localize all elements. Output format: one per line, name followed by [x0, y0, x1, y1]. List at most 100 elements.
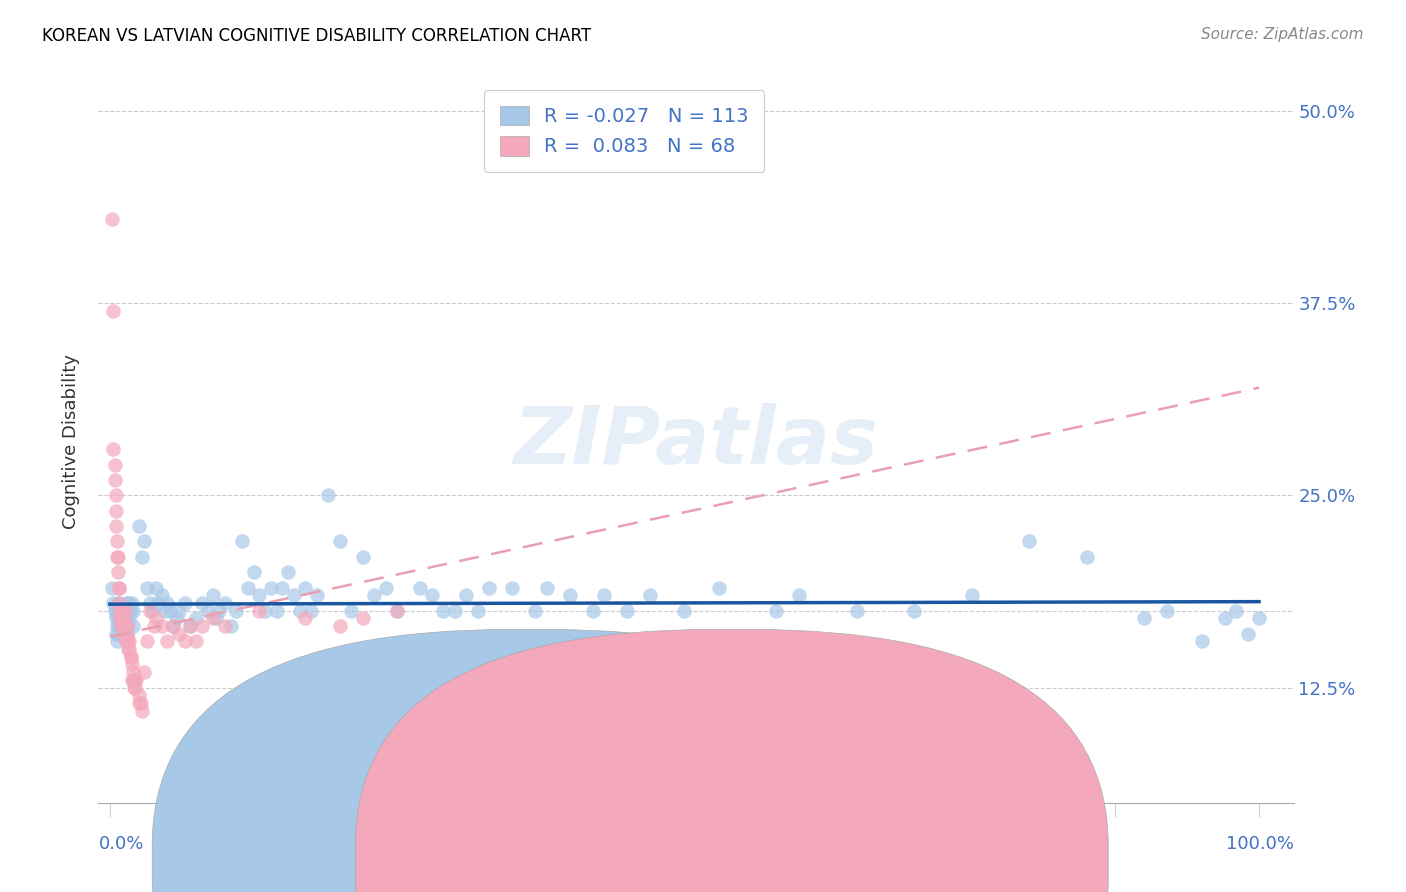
Point [254, 604, 277, 618]
Point [162, 619, 184, 633]
Point [581, 604, 603, 618]
Legend: R = -0.027   N = 113, R =  0.083   N = 68: R = -0.027 N = 113, R = 0.083 N = 68 [484, 90, 765, 172]
Point [112, 604, 135, 618]
Point [225, 604, 247, 618]
Point [385, 604, 409, 618]
Point [789, 588, 811, 602]
Point [115, 626, 138, 640]
Point [305, 588, 328, 602]
Text: Latvians: Latvians [756, 868, 831, 886]
Point [288, 604, 311, 618]
Point [432, 604, 454, 618]
Point [117, 634, 139, 648]
Point [118, 642, 141, 657]
Point [236, 581, 259, 595]
Point [139, 604, 162, 618]
Point [1225, 604, 1247, 618]
Point [247, 588, 270, 602]
Point [115, 619, 138, 633]
Point [110, 619, 132, 633]
Point [111, 619, 134, 633]
Point [114, 619, 136, 633]
Point [110, 611, 132, 625]
Point [110, 626, 132, 640]
Point [1236, 626, 1258, 640]
Point [467, 604, 489, 618]
Point [145, 611, 167, 625]
Point [120, 649, 142, 664]
Point [117, 619, 139, 633]
Point [204, 611, 226, 625]
Point [110, 619, 132, 633]
Point [104, 504, 127, 518]
Point [299, 604, 322, 618]
Point [142, 619, 165, 633]
Point [101, 581, 124, 595]
Point [115, 634, 138, 648]
Point [173, 596, 195, 610]
Point [1247, 611, 1270, 625]
Point [208, 604, 231, 618]
Point [524, 604, 547, 618]
Point [110, 611, 132, 625]
Point [112, 611, 135, 625]
Point [139, 596, 162, 610]
Point [166, 611, 188, 625]
Point [124, 681, 146, 695]
Point [108, 581, 131, 595]
Point [329, 619, 352, 633]
Point [1018, 534, 1040, 549]
Point [104, 626, 127, 640]
Y-axis label: Cognitive Disability: Cognitive Disability [62, 354, 80, 529]
Point [179, 619, 201, 633]
Point [105, 549, 128, 564]
Point [103, 604, 125, 618]
Point [141, 604, 163, 618]
Point [104, 519, 127, 533]
Point [108, 604, 131, 618]
Point [266, 604, 288, 618]
Point [363, 588, 385, 602]
Point [1213, 611, 1236, 625]
Point [122, 681, 145, 695]
Point [173, 634, 195, 648]
Point [115, 596, 138, 610]
Point [156, 596, 179, 610]
Point [593, 588, 616, 602]
Point [385, 604, 409, 618]
Point [478, 581, 501, 595]
Point [103, 596, 125, 610]
Point [352, 549, 374, 564]
Point [247, 604, 270, 618]
Point [765, 604, 787, 618]
Point [179, 619, 201, 633]
Point [231, 534, 253, 549]
Point [111, 626, 134, 640]
Point [110, 604, 132, 618]
Point [329, 534, 352, 549]
Point [114, 611, 136, 625]
Point [202, 588, 225, 602]
Point [131, 549, 153, 564]
Point [120, 649, 142, 664]
Point [110, 604, 132, 618]
Point [110, 611, 132, 625]
Point [107, 596, 129, 610]
Point [135, 581, 157, 595]
Point [197, 604, 219, 618]
Point [219, 619, 242, 633]
Point [112, 619, 135, 633]
Text: ZIPatlas: ZIPatlas [513, 402, 879, 481]
Point [122, 604, 145, 618]
Point [145, 581, 167, 595]
Point [117, 642, 139, 657]
FancyBboxPatch shape [356, 630, 1108, 892]
Point [122, 665, 145, 680]
Point [103, 458, 125, 472]
Text: 100.0%: 100.0% [1226, 835, 1294, 854]
Point [443, 604, 465, 618]
Point [374, 581, 396, 595]
Point [191, 619, 214, 633]
Point [103, 442, 125, 457]
Point [114, 604, 136, 618]
